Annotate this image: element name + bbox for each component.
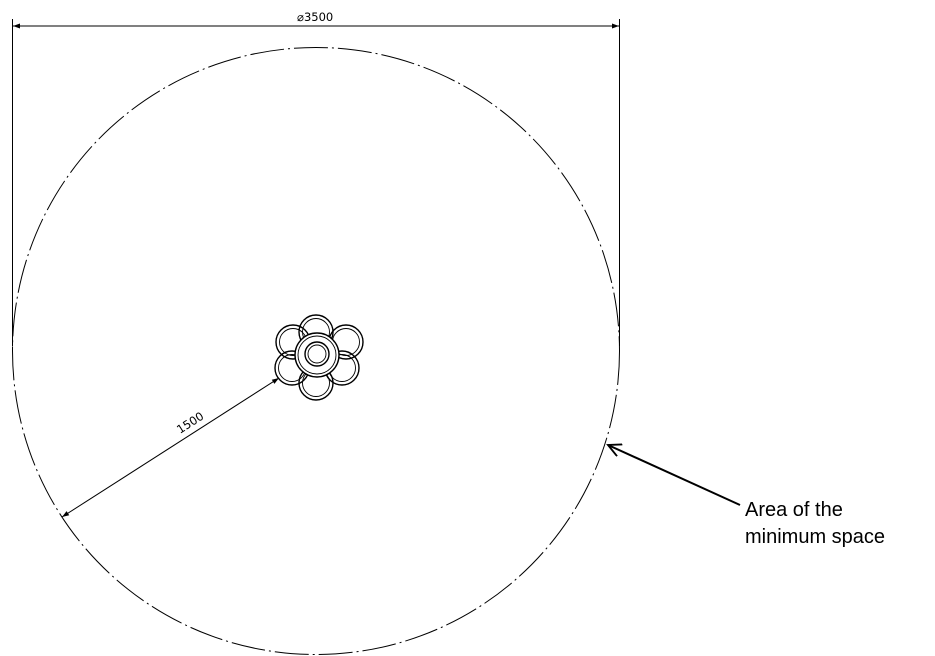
callout-label: Area of the minimum space	[745, 497, 885, 551]
diameter-value: 3500	[304, 10, 333, 24]
center-hub	[304, 341, 330, 367]
minimum-space-circle	[12, 47, 620, 655]
radius-label: 1500	[174, 409, 206, 437]
center-flower-symbol	[274, 314, 364, 401]
diameter-dimension: ⌀3500	[12, 10, 620, 346]
diameter-label: ⌀3500	[297, 10, 333, 24]
diameter-symbol: ⌀	[297, 10, 304, 24]
callout-line-1: Area of the	[745, 499, 843, 521]
callout-leader-arrow	[608, 445, 741, 506]
radius-dimension-line	[61, 377, 280, 518]
callout-line-2: minimum space	[745, 526, 886, 548]
radius-dimension: 1500	[61, 377, 280, 518]
